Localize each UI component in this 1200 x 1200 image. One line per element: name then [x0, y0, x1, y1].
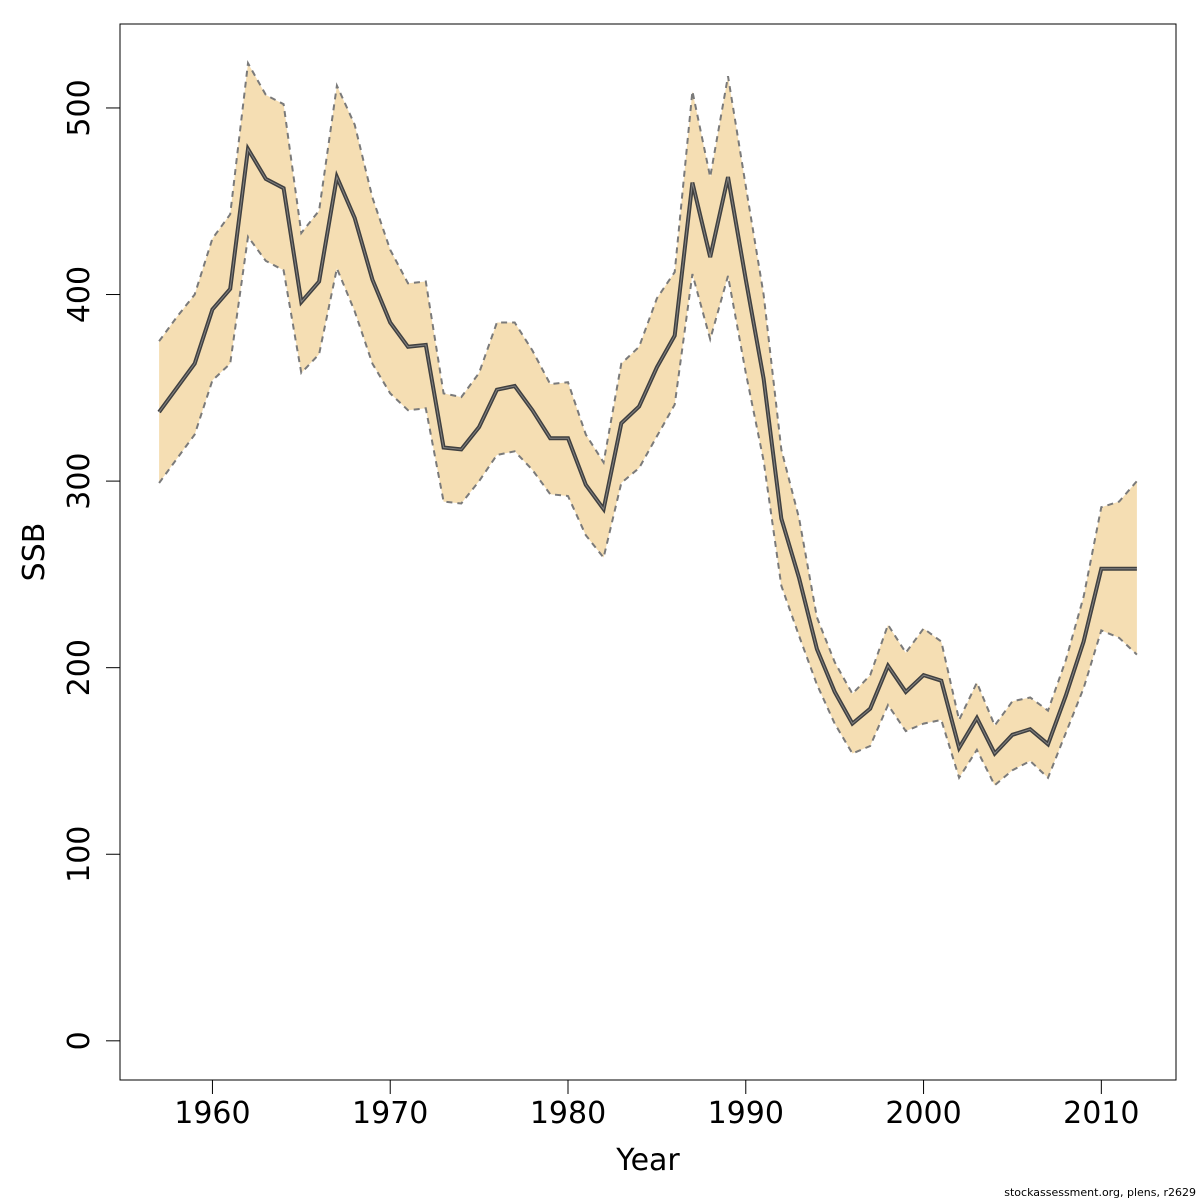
x-tick-label: 1990	[708, 1096, 784, 1131]
credit-text: stockassessment.org, plens, r2629	[1004, 1186, 1196, 1199]
y-tick-label: 100	[62, 826, 97, 883]
y-axis: 0 100 200 300 400 500	[62, 79, 121, 1050]
x-axis-title: Year	[615, 1143, 680, 1178]
y-tick-label: 400	[62, 266, 97, 323]
y-axis-title: SSB	[17, 523, 52, 582]
y-tick-label: 200	[62, 639, 97, 696]
x-axis: 1960 1970 1980 1990 2000 2010	[174, 1079, 1140, 1131]
y-tick-label: 300	[62, 452, 97, 509]
y-tick-label: 0	[62, 1031, 97, 1050]
x-tick-label: 1970	[352, 1096, 428, 1131]
ssb-estimate-line	[157, 142, 1137, 757]
ssb-estimate-line-core	[158, 147, 1137, 755]
x-tick-label: 1960	[174, 1096, 250, 1131]
y-tick-label: 500	[62, 79, 97, 136]
confidence-band	[159, 63, 1137, 786]
x-tick-label: 2000	[885, 1096, 961, 1131]
x-tick-label: 1980	[530, 1096, 606, 1131]
x-tick-label: 2010	[1063, 1096, 1139, 1131]
upper-bound-line	[158, 60, 1138, 728]
lower-bound-line	[158, 234, 1138, 787]
